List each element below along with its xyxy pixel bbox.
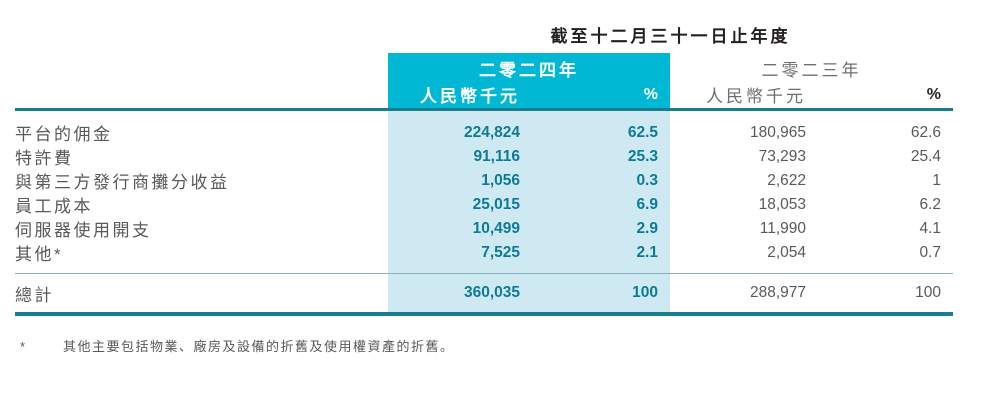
table-header: 二零二四年 二零二三年 人民幣千元 % 人民幣千元 %	[15, 55, 953, 108]
percent-2024: 2.1	[636, 243, 658, 261]
table-row: 平台的佣金 224,824 62.5 180,965 62.6	[15, 120, 953, 145]
amount-2024: 25,015	[472, 195, 520, 213]
total-percent-2023: 100	[915, 284, 941, 301]
highlight-column-header-2024	[388, 53, 670, 108]
row-label: 伺服器使用開支	[15, 221, 152, 240]
table-row: 特許費 91,116 25.3 73,293 25.4	[15, 144, 953, 169]
column-year-2023: 二零二三年	[761, 60, 862, 80]
table-body: 平台的佣金 224,824 62.5 180,965 62.6 特許費 91,1…	[15, 111, 953, 273]
table-row: 其他* 7,525 2.1 2,054 0.7	[15, 240, 953, 265]
highlight-column-body-2024	[388, 111, 670, 312]
period-title: 截至十二月三十一日止年度	[550, 27, 791, 46]
amount-2024: 1,056	[481, 171, 520, 189]
row-label: 特許費	[15, 149, 74, 168]
amount-2023: 11,990	[759, 219, 806, 237]
amount-2024: 7,525	[481, 243, 520, 261]
amount-2023: 2,622	[767, 171, 806, 189]
percent-2024: 6.9	[636, 195, 658, 213]
row-label: 其他*	[15, 245, 64, 264]
column-unit-2024: 人民幣千元	[420, 87, 520, 106]
table-bottom-rule	[15, 312, 953, 316]
table-subtotal-rule	[15, 273, 953, 274]
total-percent-2024: 100	[632, 284, 658, 301]
percent-2023: 62.6	[910, 123, 941, 141]
row-label: 平台的佣金	[15, 125, 113, 144]
table-row: 員工成本 25,015 6.9 18,053 6.2	[15, 192, 953, 217]
amount-2023: 180,965	[749, 123, 806, 141]
column-pct-2024: %	[643, 85, 658, 103]
table-row: 與第三方發行商攤分收益 1,056 0.3 2,622 1	[15, 168, 953, 193]
percent-2024: 0.3	[636, 171, 658, 189]
percent-2024: 62.5	[627, 123, 658, 141]
row-label: 員工成本	[15, 197, 93, 216]
total-row: 總計 360,035 100 288,977 100	[15, 274, 953, 312]
percent-2023: 6.2	[919, 195, 941, 213]
total-amount-2024: 360,035	[463, 284, 520, 301]
percent-2023: 1	[932, 171, 941, 189]
total-label: 總計	[15, 285, 54, 305]
table-row: 伺服器使用開支 10,499 2.9 11,990 4.1	[15, 216, 953, 241]
percent-2024: 2.9	[636, 219, 658, 237]
footnote-marker: *	[20, 339, 27, 354]
amount-2024: 224,824	[463, 123, 520, 141]
amount-2023: 2,054	[767, 243, 806, 261]
footnote-text: 其他主要包括物業、廠房及設備的折舊及使用權資產的折舊。	[63, 339, 455, 354]
percent-2023: 4.1	[919, 219, 941, 237]
column-pct-2023: %	[926, 85, 941, 103]
column-unit-2023: 人民幣千元	[706, 87, 806, 106]
amount-2024: 10,499	[472, 219, 520, 237]
row-label: 與第三方發行商攤分收益	[15, 173, 230, 192]
total-amount-2023: 288,977	[749, 284, 806, 301]
amount-2023: 18,053	[758, 195, 806, 213]
percent-2024: 25.3	[627, 147, 658, 165]
percent-2023: 25.4	[910, 147, 941, 165]
amount-2023: 73,293	[758, 147, 806, 165]
amount-2024: 91,116	[473, 147, 520, 165]
table-top-rule	[15, 108, 953, 111]
percent-2023: 0.7	[919, 243, 941, 261]
column-year-2024: 二零二四年	[479, 60, 579, 80]
